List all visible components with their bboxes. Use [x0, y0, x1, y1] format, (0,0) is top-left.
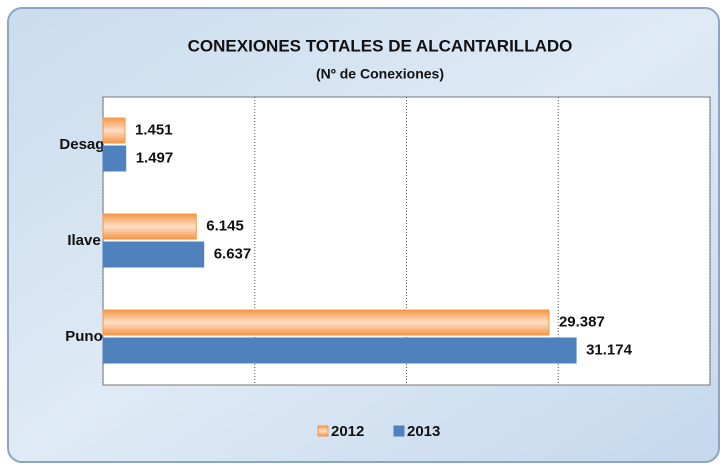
- legend-label: 2012: [331, 423, 364, 440]
- bar: [102, 145, 127, 172]
- legend-label: 2013: [407, 423, 440, 440]
- chart-title: CONEXIONES TOTALES DE ALCANTARILLADO: [188, 36, 573, 55]
- data-label: 1.497: [136, 149, 174, 166]
- data-label: 6.637: [214, 245, 252, 262]
- bar: [102, 117, 126, 144]
- legend-swatch: [317, 425, 329, 437]
- bar: [102, 241, 205, 268]
- bar: [102, 337, 577, 364]
- data-label: 29.387: [559, 313, 605, 330]
- data-label: 31.174: [586, 341, 633, 358]
- y-tick-label: Desag.: [59, 136, 108, 153]
- bar: [102, 213, 197, 240]
- chart-subtitle: (Nº de Conexiones): [316, 66, 444, 82]
- bar: [102, 309, 550, 336]
- y-tick-label: Ilave: [67, 232, 100, 249]
- data-label: 1.451: [135, 121, 173, 138]
- data-label: 6.145: [206, 217, 244, 234]
- y-tick-label: Puno: [65, 328, 103, 345]
- legend-swatch: [393, 425, 405, 437]
